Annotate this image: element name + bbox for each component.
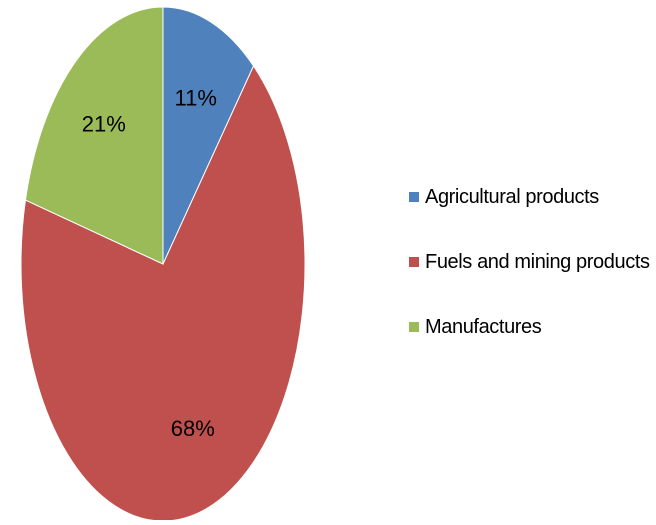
data-label-fuels-and-mining-products: 68% (171, 416, 215, 441)
legend-swatch-manufactures (409, 322, 419, 332)
slice-manufactures (24, 6, 164, 265)
legend-item-manufactures: Manufactures (409, 312, 649, 342)
legend-label-fuels-and-mining-products: Fuels and mining products (425, 250, 650, 273)
legend-swatch-fuels-and-mining-products (409, 257, 419, 267)
legend-label-manufactures: Manufactures (425, 315, 542, 338)
legend: Agricultural products Fuels and mining p… (409, 182, 650, 377)
slice-fuels-and-mining-products (20, 64, 306, 522)
legend-item-fuels-and-mining-products: Fuels and mining products (409, 247, 650, 277)
data-label-agricultural-products: 11% (174, 85, 216, 110)
legend-swatch-agricultural-products (409, 192, 419, 202)
data-label-manufactures: 21% (82, 112, 126, 137)
slice-agricultural-products (162, 6, 255, 265)
legend-label-agricultural-products: Agricultural products (425, 185, 599, 208)
legend-item-agricultural-products: Agricultural products (409, 182, 649, 212)
